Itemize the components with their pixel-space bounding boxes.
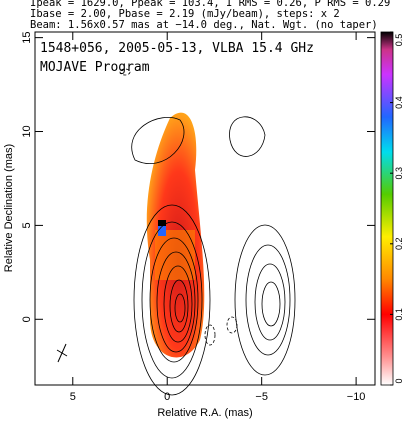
chart-subtitle: MOJAVE Program [40, 60, 150, 75]
contour [131, 117, 185, 165]
x-tick-label: 0 [164, 391, 170, 403]
contour [226, 316, 238, 334]
contour [174, 293, 186, 323]
header-line: Ipeak = 1629.0, Ppeak = 103.4, I RMS = 0… [30, 0, 390, 9]
colorbar-tick-label: 0.5 [394, 34, 404, 47]
y-tick-label: 0 [21, 316, 33, 322]
colorbar-tick-label: 0.3 [394, 167, 404, 180]
x-tick-label: 5 [70, 391, 76, 403]
contour [133, 204, 211, 396]
colorbar-tick-label: 0.1 [394, 308, 404, 321]
core-color [158, 220, 166, 226]
contour [141, 221, 203, 379]
contour [245, 244, 291, 356]
contour [149, 237, 199, 363]
y-tick-label: 15 [21, 32, 33, 44]
colorbar-tick-label: 0 [394, 378, 404, 383]
contour [119, 68, 131, 76]
contour [163, 265, 193, 343]
x-axis-label: Relative R.A. (mas) [157, 407, 252, 419]
x-tick-label: −5 [255, 391, 268, 403]
colorbar-tick-label: 0.2 [394, 238, 404, 251]
contour [234, 224, 296, 376]
contour [204, 324, 216, 346]
contour [229, 116, 266, 157]
core-color [158, 226, 166, 236]
contour [156, 251, 196, 353]
beam [56, 349, 68, 357]
contour [261, 281, 281, 327]
contour [169, 279, 189, 333]
contours [56, 68, 296, 396]
plot-frame [34, 31, 376, 386]
y-axis-label: Relative Declination (mas) [3, 144, 15, 272]
y-tick-label: 10 [21, 125, 33, 137]
colorbar [380, 31, 394, 386]
chart-title: 1548+056, 2005-05-13, VLBA 15.4 GHz [40, 41, 314, 56]
y-tick-label: 5 [21, 222, 33, 228]
x-tick-label: −10 [347, 391, 366, 403]
colorbar-tick-label: 0.4 [394, 96, 404, 109]
header-line: Beam: 1.56x0.57 mas at −14.0 deg., Nat. … [30, 19, 378, 31]
header-line: Ibase = 2.00, Pbase = 2.19 (mJy/beam), s… [30, 8, 340, 20]
contour [254, 263, 286, 341]
